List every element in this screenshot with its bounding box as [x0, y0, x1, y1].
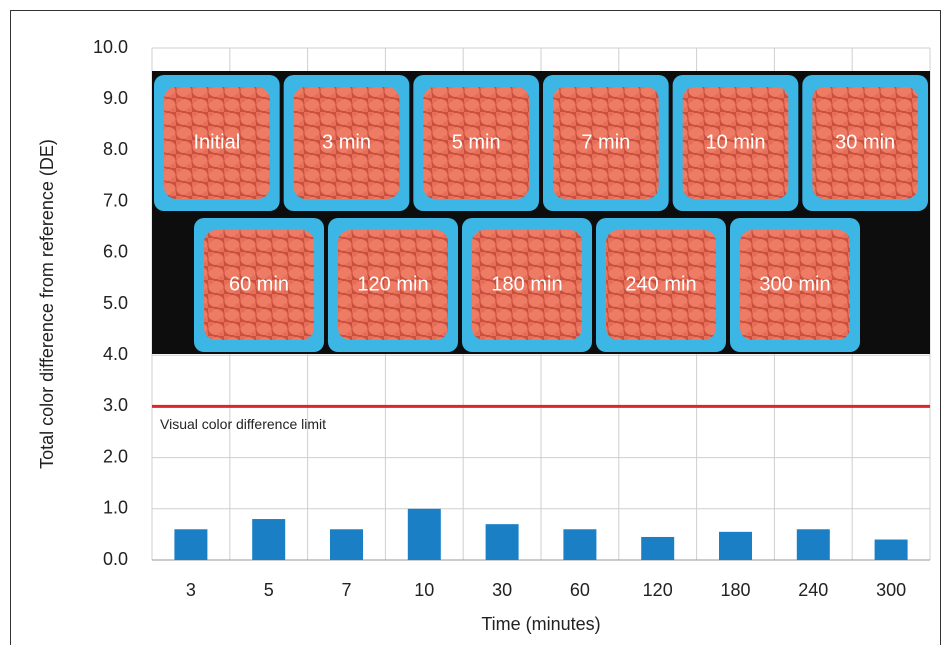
- photo-label: 3 min: [322, 131, 371, 153]
- y-tick-label: 5.0: [103, 293, 128, 313]
- bar: [719, 532, 752, 560]
- x-tick-label: 3: [186, 580, 196, 600]
- chart: Initial 3 min 5 min 7 min 10 min 30 min 60 min…: [0, 0, 947, 645]
- x-tick-label: 120: [643, 580, 673, 600]
- photo-label: 240 min: [625, 273, 696, 295]
- photo-label: 180 min: [491, 273, 562, 295]
- photo-label: 7 min: [581, 131, 630, 153]
- photo-label: 120 min: [357, 273, 428, 295]
- x-tick-label: 7: [341, 580, 351, 600]
- y-tick-label: 2.0: [103, 446, 128, 466]
- bar: [252, 519, 285, 560]
- bar: [797, 529, 830, 560]
- y-tick-label: 7.0: [103, 190, 128, 210]
- bar: [408, 509, 441, 560]
- y-tick-label: 6.0: [103, 242, 128, 262]
- x-tick-label: 5: [264, 580, 274, 600]
- photo-label: 30 min: [835, 131, 895, 153]
- photo: Initial 3 min 5 min 7 min 10 min 30 min 60 min…: [152, 71, 930, 354]
- y-tick-label: 4.0: [103, 344, 128, 364]
- x-tick-label: 240: [798, 580, 828, 600]
- y-axis-title: Total color difference from reference (D…: [37, 139, 57, 469]
- x-axis-title: Time (minutes): [481, 614, 600, 634]
- y-tick-label: 9.0: [103, 88, 128, 108]
- bar: [563, 529, 596, 560]
- x-tick-label: 10: [414, 580, 434, 600]
- photo-label: 10 min: [705, 131, 765, 153]
- photo-label: 60 min: [229, 273, 289, 295]
- photo-label: 300 min: [759, 273, 830, 295]
- threshold-label: Visual color difference limit: [160, 416, 326, 432]
- photo-label: Initial: [193, 131, 240, 153]
- bar: [174, 529, 207, 560]
- bar: [875, 540, 908, 560]
- y-tick-label: 3.0: [103, 395, 128, 415]
- x-tick-label: 180: [720, 580, 750, 600]
- bar: [641, 537, 674, 560]
- bar: [330, 529, 363, 560]
- y-tick-label: 8.0: [103, 139, 128, 159]
- x-tick-label: 30: [492, 580, 512, 600]
- x-tick-label: 300: [876, 580, 906, 600]
- y-tick-label: 10.0: [93, 37, 128, 57]
- y-tick-label: 1.0: [103, 498, 128, 518]
- photo-label: 5 min: [452, 131, 501, 153]
- bar: [486, 524, 519, 560]
- y-tick-label: 0.0: [103, 549, 128, 569]
- x-tick-label: 60: [570, 580, 590, 600]
